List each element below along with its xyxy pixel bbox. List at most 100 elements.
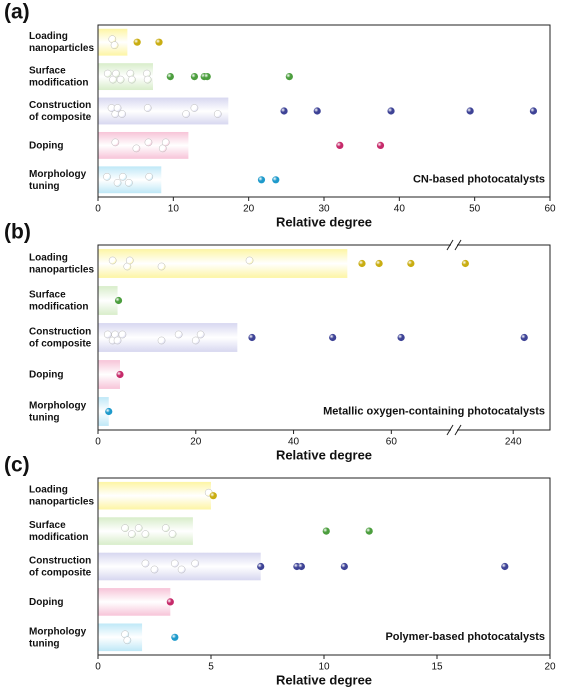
x-tick-label: 20 (243, 204, 255, 215)
data-point (143, 104, 152, 112)
bar (98, 286, 118, 315)
axis-break (446, 239, 454, 251)
data-point (209, 492, 217, 500)
bar (98, 588, 171, 616)
category-label-line: Morphology (29, 626, 87, 637)
x-tick-label: 40 (288, 437, 300, 448)
data-point (103, 330, 112, 339)
data-point (150, 565, 159, 574)
category-label: Construction of composite (29, 555, 92, 578)
data-point (376, 141, 385, 149)
data-point (322, 527, 330, 535)
panel-label: (b) (4, 221, 31, 244)
category-label: Morphology tuning (29, 626, 87, 649)
category-label: Morphology tuning (29, 400, 87, 423)
category-label: Surface modification (29, 65, 88, 88)
bar (98, 131, 189, 159)
data-point (529, 107, 538, 115)
annotation: Metallic oxygen-containing photocatalyst… (323, 405, 545, 417)
data-point (520, 333, 528, 342)
data-point (297, 562, 305, 571)
data-point (114, 296, 123, 305)
bar (98, 360, 120, 389)
data-point (118, 330, 127, 339)
data-point (103, 172, 111, 181)
bar (98, 623, 143, 652)
data-point (143, 75, 152, 84)
data-point (501, 562, 509, 571)
data-point (257, 176, 266, 184)
data-point (144, 138, 153, 147)
data-point (110, 41, 119, 50)
bar (98, 481, 211, 510)
data-point (280, 107, 288, 115)
axis-break (454, 239, 462, 251)
x-tick-label: 60 (386, 437, 398, 448)
category-label-line: Surface (29, 520, 66, 531)
data-point (168, 530, 177, 538)
x-axis-label: Relative degree (276, 672, 372, 687)
data-point (248, 333, 256, 342)
category-label-line: tuning (29, 638, 60, 649)
data-point (116, 75, 125, 84)
category-label-line: Construction (29, 555, 91, 566)
x-axis-label: Relative degree (276, 214, 372, 229)
data-point (191, 559, 200, 568)
data-point (174, 330, 183, 339)
data-point (166, 598, 174, 606)
category-label-line: Surface (29, 289, 66, 300)
data-point (177, 565, 186, 574)
data-point (123, 636, 132, 645)
data-point (190, 73, 199, 81)
data-point (157, 336, 166, 345)
data-point (125, 178, 133, 187)
x-tick-label: 5 (208, 662, 214, 673)
data-point (109, 75, 117, 84)
annotation: CN-based photocatalysts (413, 174, 545, 186)
axis-break-gap (451, 242, 457, 248)
category-label-line: nanoparticles (29, 496, 94, 507)
data-point (141, 559, 150, 568)
data-point (158, 144, 167, 153)
data-point (358, 259, 366, 268)
data-point (375, 259, 383, 268)
x-axis-label: Relative degree (276, 447, 372, 462)
data-point (128, 75, 136, 84)
data-point (171, 633, 179, 641)
data-point (336, 141, 344, 149)
data-point (407, 259, 415, 268)
data-point (340, 562, 348, 571)
data-point (166, 73, 174, 81)
data-point (182, 110, 190, 118)
data-point (245, 256, 254, 265)
data-point (190, 104, 199, 112)
x-tick-label: 0 (95, 662, 101, 673)
category-label: Loading nanoparticles (29, 31, 94, 54)
category-label: Surface modification (29, 289, 88, 312)
axis-break-gap (451, 427, 457, 433)
data-point (134, 524, 143, 532)
data-point (103, 69, 112, 78)
data-point (161, 138, 170, 147)
data-point (118, 110, 126, 118)
category-label: Surface modification (29, 520, 88, 543)
data-point (170, 559, 179, 568)
panel-label: (c) (4, 454, 30, 477)
bar (98, 249, 348, 278)
data-point (141, 530, 150, 538)
data-point (132, 144, 141, 153)
category-label: Doping (29, 597, 63, 608)
data-point (105, 407, 113, 416)
category-label-line: tuning (29, 180, 60, 191)
category-label-line: of composite (29, 338, 92, 349)
data-point (111, 138, 120, 147)
data-point (128, 530, 136, 538)
x-tick-label: 30 (318, 204, 330, 215)
category-label: Morphology tuning (29, 168, 87, 191)
x-tick-label: 0 (95, 204, 101, 215)
data-point (145, 172, 154, 181)
category-label-line: modification (29, 301, 88, 312)
x-tick-label: 0 (95, 437, 101, 448)
x-tick-label: 40 (394, 204, 406, 215)
